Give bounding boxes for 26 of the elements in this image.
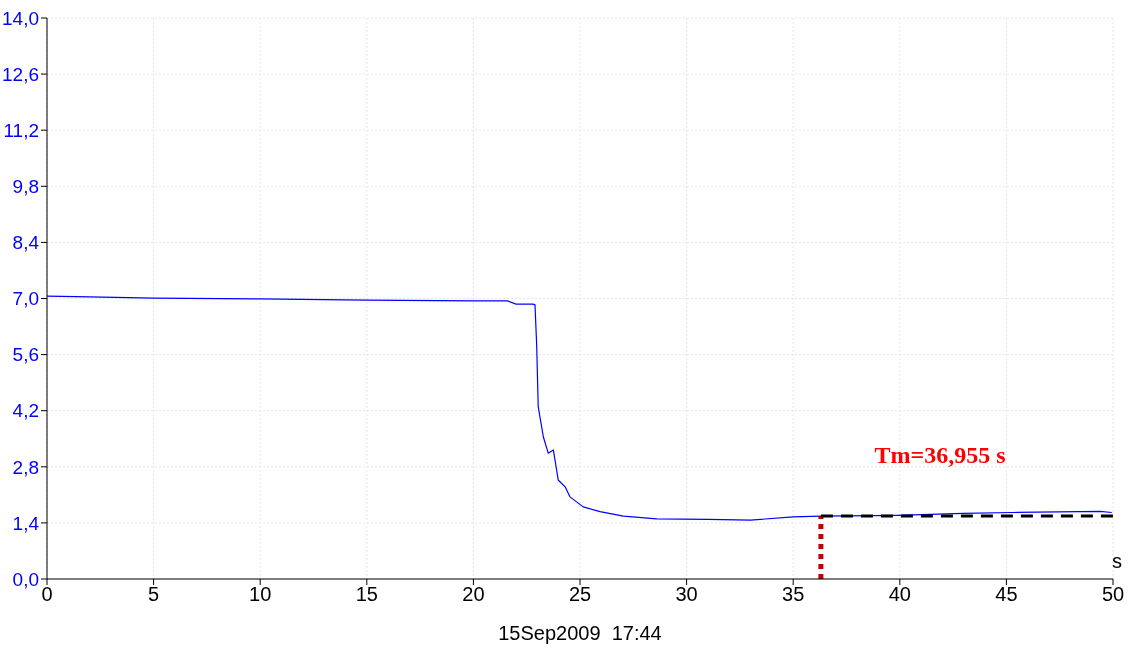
x-tick-label: 15 xyxy=(355,583,378,606)
y-tick-label: 1,4 xyxy=(12,512,40,534)
x-tick-label: 45 xyxy=(995,583,1018,606)
text: 15Sep2009 17:44 xyxy=(497,622,663,645)
y-tick-label: 12,6 xyxy=(2,63,39,85)
x-tick-label: 35 xyxy=(782,583,805,606)
y-tick-label: 9,8 xyxy=(12,176,39,198)
line-series xyxy=(47,295,1113,521)
x-tick-label: 40 xyxy=(888,583,911,606)
x-tick-label: 50 xyxy=(1101,583,1125,606)
y-tick-label: 14,0 xyxy=(2,7,39,29)
y-tick-label: 4,2 xyxy=(12,400,39,422)
x-tick-label: 25 xyxy=(568,583,592,606)
x-tick-label: 20 xyxy=(462,583,485,606)
y-tick-label: 0,0 xyxy=(12,568,39,590)
x-tick-label: 0 xyxy=(41,583,53,606)
x-tick-label: 5 xyxy=(148,583,160,606)
x-axis-title: s xyxy=(1112,550,1122,573)
y-tick-label: 5,6 xyxy=(12,344,39,366)
x-tick-label: 30 xyxy=(675,583,698,606)
y-tick-label: 8,4 xyxy=(12,232,40,254)
y-tick-label: 2,8 xyxy=(12,456,39,478)
y-tick-label: 11,2 xyxy=(3,119,39,141)
y-tick-label: 7,0 xyxy=(12,288,39,310)
x-tick-label: 10 xyxy=(249,583,272,606)
annotation: Tm=36,955 s xyxy=(873,442,1007,469)
